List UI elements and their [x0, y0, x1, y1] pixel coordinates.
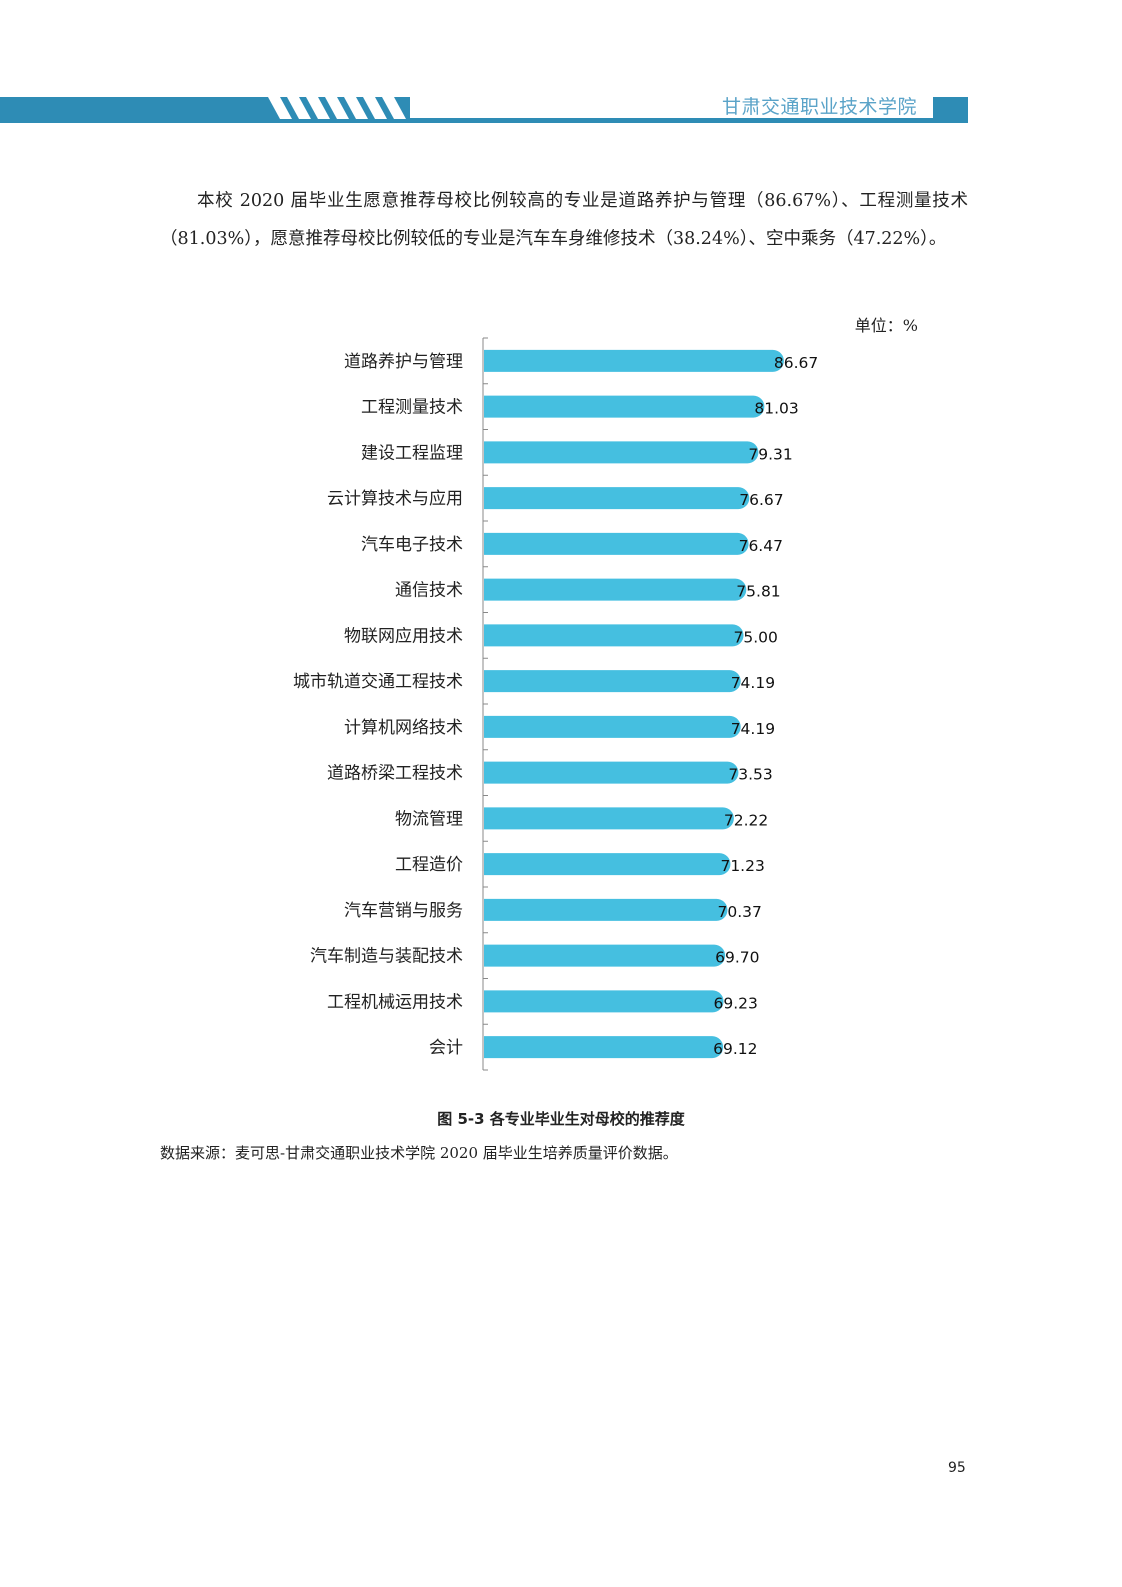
value-label: 74.19	[731, 720, 775, 738]
value-label: 74.19	[731, 674, 775, 692]
category-label: 物流管理	[395, 809, 463, 829]
recommendation-bar-chart: 单位：% 道路养护与管理 86.67 工程测量技术 81.03 建设工程监理 79.31 云…	[293, 316, 918, 1071]
category-label: 计算机网络技术	[344, 718, 463, 738]
header-stripes	[268, 97, 406, 119]
bar	[484, 578, 747, 601]
bar	[484, 715, 741, 738]
value-label: 69.70	[715, 949, 759, 967]
header-band	[0, 97, 968, 123]
category-label: 汽车电子技术	[361, 535, 463, 555]
value-label: 86.67	[774, 354, 818, 372]
value-label: 72.22	[724, 811, 768, 829]
category-label: 工程造价	[395, 855, 463, 875]
value-label: 76.67	[739, 491, 783, 509]
body-paragraph: 本校 2020 届毕业生愿意推荐母校比例较高的专业是道路养护与管理（86.67%…	[160, 182, 968, 258]
value-label: 73.53	[728, 766, 772, 784]
value-label: 79.31	[748, 445, 792, 463]
bar	[484, 349, 784, 372]
bar	[484, 1036, 724, 1059]
bar	[484, 624, 744, 647]
value-label: 75.00	[734, 628, 778, 646]
bar	[484, 898, 728, 921]
figure-caption: 图 5-3 各专业毕业生对母校的推荐度	[437, 1110, 685, 1128]
bar	[484, 395, 765, 418]
bar	[484, 853, 731, 876]
bar	[484, 761, 739, 784]
bar	[484, 944, 726, 967]
page-number: 95	[948, 1460, 966, 1476]
value-label: 69.23	[714, 994, 758, 1012]
value-label: 75.81	[736, 583, 780, 601]
value-label: 69.12	[713, 1040, 757, 1058]
category-label: 建设工程监理	[361, 443, 463, 463]
value-label: 71.23	[720, 857, 764, 875]
category-label: 云计算技术与应用	[327, 489, 463, 509]
header-title: 甘肃交通职业技术学院	[721, 96, 917, 118]
category-label: 通信技术	[395, 581, 463, 601]
value-label: 76.47	[739, 537, 783, 555]
category-label: 工程机械运用技术	[327, 992, 463, 1012]
value-label: 81.03	[754, 400, 798, 418]
category-label: 汽车制造与装配技术	[310, 947, 463, 967]
unit-label: 单位：%	[855, 316, 918, 335]
bar	[484, 487, 750, 510]
bar	[484, 441, 759, 464]
intro-paragraph: 本校 2020 届毕业生愿意推荐母校比例较高的专业是道路养护与管理（86.67%…	[160, 191, 968, 249]
category-label: 城市轨道交通工程技术	[293, 672, 463, 692]
category-label: 道路养护与管理	[344, 352, 463, 372]
bar	[484, 532, 749, 555]
bar	[484, 807, 734, 830]
bar	[484, 670, 741, 693]
category-label: 道路桥梁工程技术	[327, 764, 463, 784]
category-label: 物联网应用技术	[344, 626, 463, 646]
category-label: 会计	[429, 1038, 463, 1058]
category-label: 工程测量技术	[361, 398, 463, 418]
bar	[484, 990, 724, 1013]
category-label: 汽车营销与服务	[344, 901, 463, 921]
value-label: 70.37	[717, 903, 761, 921]
data-source: 数据来源：麦可思-甘肃交通职业技术学院 2020 届毕业生培养质量评价数据。	[160, 1144, 678, 1162]
